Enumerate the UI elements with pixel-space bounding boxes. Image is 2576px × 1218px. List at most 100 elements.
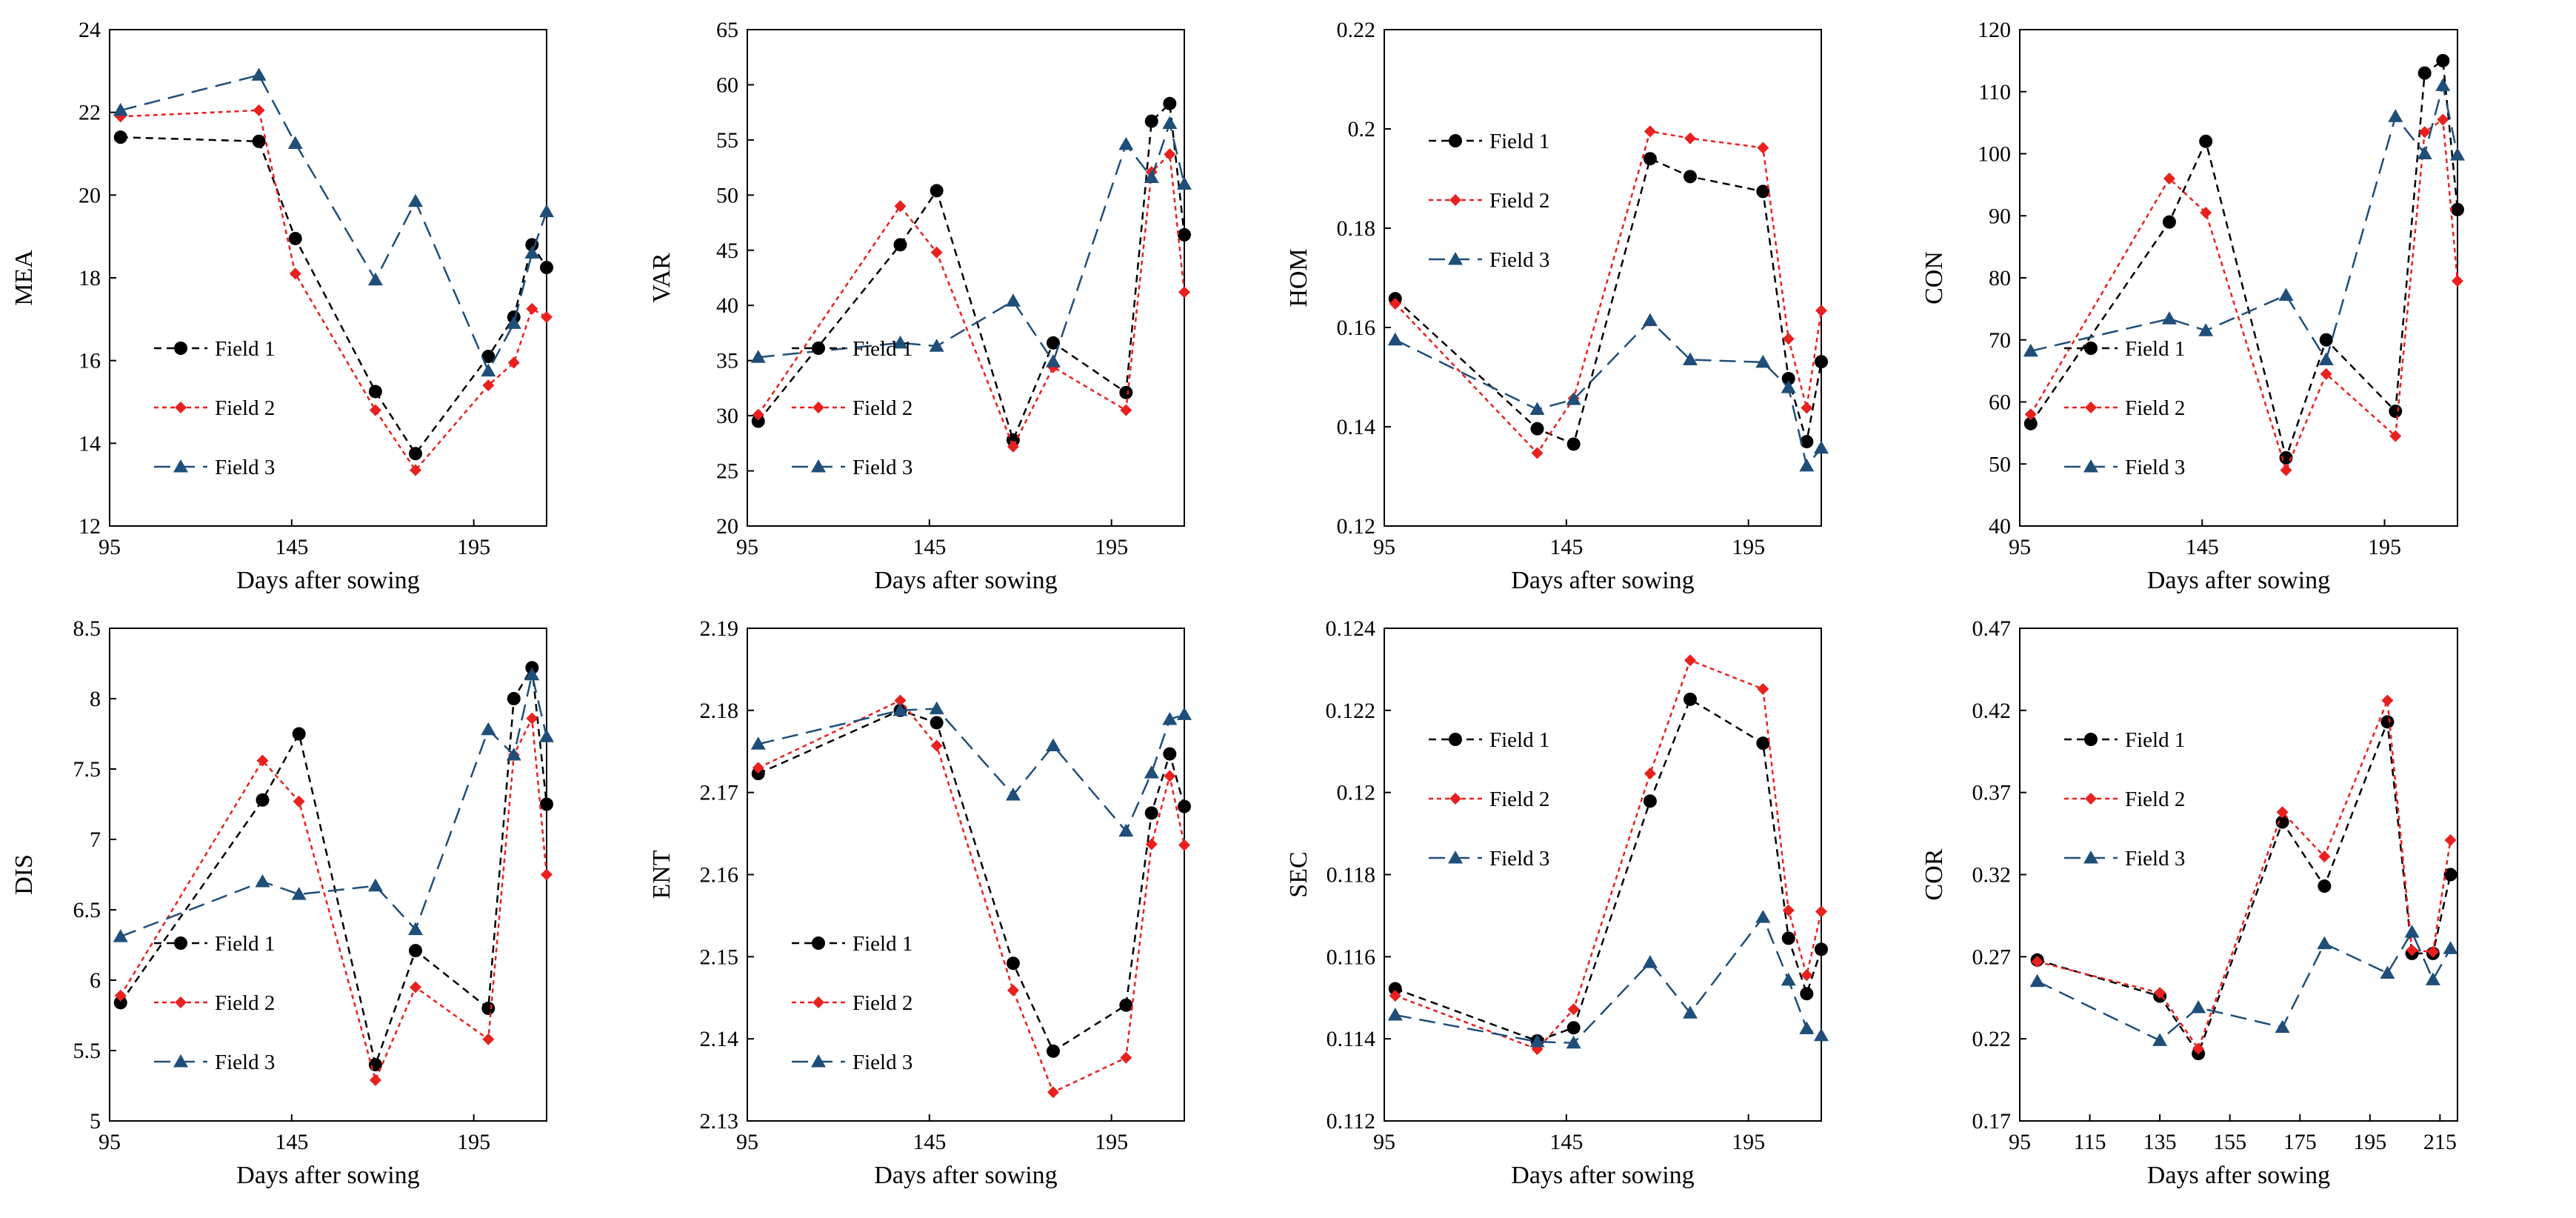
y-tick-label: 30 xyxy=(716,404,738,428)
y-axis-label: DIS xyxy=(10,854,38,895)
data-point-field-3 xyxy=(1118,823,1134,837)
data-point-field-1 xyxy=(540,797,553,811)
data-point-field-1 xyxy=(930,716,944,730)
legend: Field 1 Field 2 Field 3 xyxy=(2064,728,2185,871)
series-line-field-2 xyxy=(2037,700,2452,1051)
series-line-field-3 xyxy=(758,708,1185,833)
data-point-field-3 xyxy=(929,701,944,715)
y-tick-label: 2.17 xyxy=(700,781,739,805)
data-point-field-3 xyxy=(2023,343,2038,357)
y-tick-label: 0.114 xyxy=(1327,1027,1375,1051)
data-point-field-2 xyxy=(293,795,305,808)
y-tick-label: 40 xyxy=(716,293,738,318)
legend-label: Field 2 xyxy=(2125,788,2185,811)
data-point-field-3 xyxy=(2435,78,2451,91)
y-tick-label: 0.12 xyxy=(1337,781,1376,805)
y-tick-label: 0.22 xyxy=(1337,18,1376,42)
y-tick-label: 0.124 xyxy=(1326,616,1376,641)
y-tick-label: 24 xyxy=(79,18,101,42)
y-tick-label: 2.16 xyxy=(700,863,739,888)
legend-label: Field 1 xyxy=(2125,728,2185,752)
data-point-field-1 xyxy=(507,692,521,705)
legend: Field 1 Field 2 Field 3 xyxy=(792,337,912,479)
data-point-field-1 xyxy=(113,996,127,1010)
y-tick-label: 0.12 xyxy=(1337,514,1376,539)
y-tick-label: 0.32 xyxy=(1972,863,2012,888)
data-point-field-1 xyxy=(2389,405,2403,419)
data-point-field-1 xyxy=(409,447,422,461)
series-line-field-1 xyxy=(2037,721,2452,1056)
data-point-field-2 xyxy=(1782,904,1795,916)
data-point-field-1 xyxy=(481,1002,495,1015)
y-tick-label: 0.116 xyxy=(1327,945,1375,969)
y-tick-label: 0.2 xyxy=(1348,117,1376,142)
x-tick-label: 195 xyxy=(2368,535,2401,559)
x-axis-label: Days after sowing xyxy=(236,1162,419,1189)
series-line-field-2 xyxy=(758,699,1186,1094)
legend-marker xyxy=(811,459,826,473)
data-point-field-1 xyxy=(1756,184,1770,199)
x-tick-label: 155 xyxy=(2213,1130,2246,1154)
data-point-field-1 xyxy=(751,414,765,428)
panel-con: 40 50 60 70 80 90 100 110 120 95 145 195 Days after … xyxy=(1921,18,2465,594)
y-tick-label: 2.15 xyxy=(700,945,739,969)
legend-label: Field 3 xyxy=(215,1051,275,1074)
legend-marker xyxy=(1449,134,1462,147)
data-point-field-1 xyxy=(2451,202,2464,216)
legend-marker xyxy=(2084,342,2098,355)
data-point-field-3 xyxy=(2278,287,2294,301)
x-tick-label: 95 xyxy=(99,1130,121,1154)
data-point-field-2 xyxy=(1801,969,1813,982)
y-tick-label: 2.14 xyxy=(700,1027,739,1051)
data-point-field-3 xyxy=(1529,1034,1545,1048)
data-point-field-2 xyxy=(2200,207,2212,219)
legend-marker xyxy=(811,1054,826,1068)
data-point-field-3 xyxy=(1642,955,1658,968)
data-point-field-2 xyxy=(2192,1042,2205,1055)
y-tick-label: 18 xyxy=(79,266,101,290)
data-point-field-3 xyxy=(750,736,766,750)
x-tick-label: 195 xyxy=(457,1130,490,1154)
data-point-field-2 xyxy=(1644,768,1656,780)
series-line-field-3 xyxy=(2037,930,2452,1042)
plot-frame xyxy=(1384,29,1822,527)
data-point-field-2 xyxy=(1389,989,1401,1002)
data-point-field-1 xyxy=(481,350,495,364)
data-point-field-1 xyxy=(2443,868,2457,882)
data-point-field-1 xyxy=(1566,1021,1581,1035)
data-point-field-3 xyxy=(1118,136,1134,150)
data-point-field-1 xyxy=(1119,385,1133,399)
y-tick-label: 2.19 xyxy=(700,616,739,641)
data-point-field-3 xyxy=(539,204,554,218)
y-tick-label: 40 xyxy=(1989,514,2011,539)
data-point-field-2 xyxy=(1120,404,1132,416)
legend-label: Field 3 xyxy=(2125,456,2185,479)
data-point-field-2 xyxy=(1120,1051,1132,1064)
data-point-field-3 xyxy=(408,922,423,936)
legend-marker xyxy=(174,342,187,355)
data-point-field-3 xyxy=(1177,176,1192,190)
plot-frame xyxy=(1384,628,1822,1122)
data-point-field-1 xyxy=(1388,982,1402,996)
data-point-field-2 xyxy=(1644,125,1656,138)
legend-marker xyxy=(175,402,187,413)
data-point-field-3 xyxy=(291,887,307,900)
legend-marker xyxy=(2085,402,2097,413)
x-axis-label: Days after sowing xyxy=(874,567,1057,594)
y-tick-label: 0.16 xyxy=(1337,316,1376,340)
data-point-field-1 xyxy=(1815,942,1828,956)
data-point-field-1 xyxy=(2319,333,2333,347)
y-tick-label: 55 xyxy=(716,128,738,153)
data-point-field-3 xyxy=(2417,146,2432,159)
data-point-field-3 xyxy=(750,350,766,363)
data-point-field-3 xyxy=(524,245,540,259)
series-line-field-2 xyxy=(757,152,1186,449)
data-point-field-3 xyxy=(1005,293,1021,307)
data-point-field-1 xyxy=(2023,416,2038,430)
data-point-field-2 xyxy=(752,762,764,774)
data-point-field-3 xyxy=(113,929,128,942)
y-tick-label: 20 xyxy=(79,183,101,207)
series-line-field-3 xyxy=(1395,915,1822,1044)
data-point-field-3 xyxy=(367,272,383,286)
legend-label: Field 3 xyxy=(1489,847,1549,871)
